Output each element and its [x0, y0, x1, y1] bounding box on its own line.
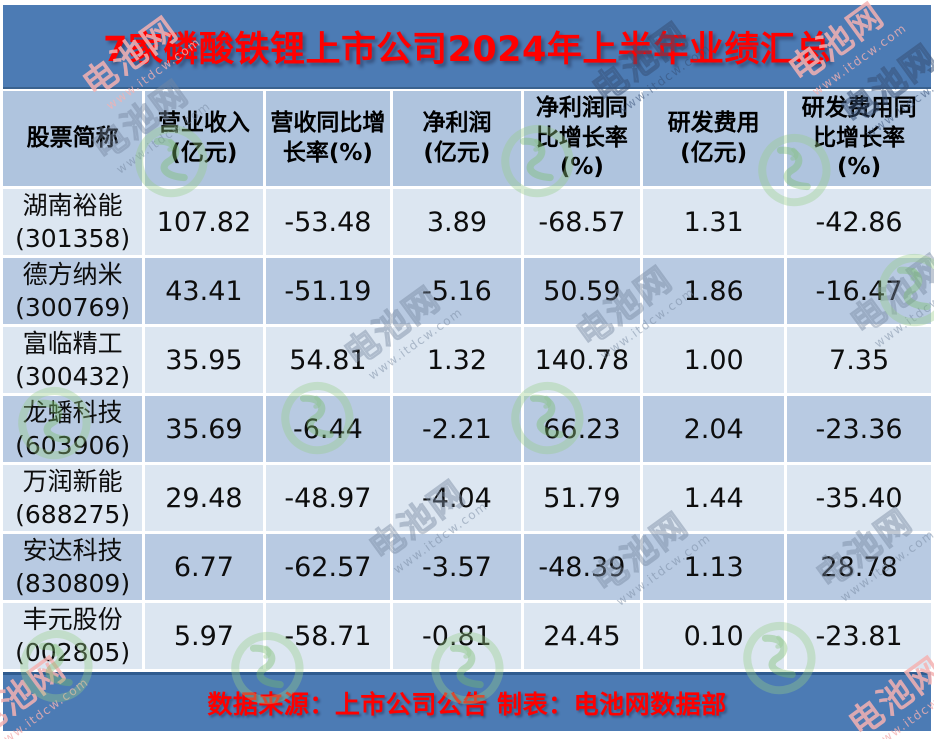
value-cell: -51.19	[265, 258, 391, 324]
value-cell: 107.82	[145, 189, 263, 255]
value-cell: 1.13	[643, 534, 785, 600]
stock-code: (002805)	[15, 638, 131, 667]
value-cell: -23.81	[787, 603, 931, 669]
table-row: 丰元股份 (002805) 5.97 -58.71 -0.81 24.45 0.…	[3, 603, 931, 669]
value-cell: 24.45	[523, 603, 641, 669]
value-cell: 1.00	[643, 327, 785, 393]
value-cell: -48.97	[265, 465, 391, 531]
stock-cell: 丰元股份 (002805)	[3, 603, 143, 669]
value-cell: 51.79	[523, 465, 641, 531]
value-cell: -35.40	[787, 465, 931, 531]
table-row: 龙蟠科技 (603906) 35.69 -6.44 -2.21 66.23 2.…	[3, 396, 931, 462]
col-header-stock: 股票简称	[3, 91, 143, 186]
stock-code: (301358)	[15, 224, 131, 253]
col-header-net-profit: 净利润 (亿元)	[393, 91, 521, 186]
value-cell: 1.32	[393, 327, 521, 393]
value-cell: 5.97	[145, 603, 263, 669]
col-header-rd-expense-yoy: 研发费用同 比增长率 (%)	[787, 91, 931, 186]
col-header-revenue: 营业收入 (亿元)	[145, 91, 263, 186]
value-cell: 140.78	[523, 327, 641, 393]
stock-name: 德方纳米	[22, 260, 123, 289]
table-row: 安达科技 (830809) 6.77 -62.57 -3.57 -48.39 1…	[3, 534, 931, 600]
page-title: 7家磷酸铁锂上市公司2024年上半年业绩汇总	[103, 29, 831, 70]
value-cell: 2.04	[643, 396, 785, 462]
stock-cell: 湖南裕能 (301358)	[3, 189, 143, 255]
value-cell: 6.77	[145, 534, 263, 600]
stock-code: (688275)	[15, 500, 131, 529]
value-cell: 50.59	[523, 258, 641, 324]
value-cell: -3.57	[393, 534, 521, 600]
footer-band: 数据来源：上市公司公告 制表：电池网数据部	[3, 672, 931, 731]
value-cell: 66.23	[523, 396, 641, 462]
stock-cell: 万润新能 (688275)	[3, 465, 143, 531]
value-cell: 54.81	[265, 327, 391, 393]
value-cell: 1.44	[643, 465, 785, 531]
value-cell: -42.86	[787, 189, 931, 255]
value-cell: -53.48	[265, 189, 391, 255]
stock-name: 万润新能	[22, 467, 123, 496]
value-cell: -4.04	[393, 465, 521, 531]
value-cell: -68.57	[523, 189, 641, 255]
col-header-rd-expense: 研发费用 (亿元)	[643, 91, 785, 186]
table-row: 湖南裕能 (301358) 107.82 -53.48 3.89 -68.57 …	[3, 189, 931, 255]
stock-code: (300432)	[15, 362, 131, 391]
title-band: 7家磷酸铁锂上市公司2024年上半年业绩汇总	[3, 5, 931, 89]
stock-code: (830809)	[15, 569, 131, 598]
table-row: 富临精工 (300432) 35.95 54.81 1.32 140.78 1.…	[3, 327, 931, 393]
stock-cell: 富临精工 (300432)	[3, 327, 143, 393]
value-cell: 35.69	[145, 396, 263, 462]
value-cell: 35.95	[145, 327, 263, 393]
stock-name: 湖南裕能	[22, 191, 123, 220]
stock-cell: 龙蟠科技 (603906)	[3, 396, 143, 462]
col-header-net-profit-yoy: 净利润同 比增长率 (%)	[523, 91, 641, 186]
value-cell: 1.31	[643, 189, 785, 255]
value-cell: 29.48	[145, 465, 263, 531]
value-cell: 0.10	[643, 603, 785, 669]
stock-name: 安达科技	[22, 536, 123, 565]
stock-name: 丰元股份	[22, 605, 123, 634]
col-header-revenue-yoy: 营收同比增 长率(%)	[265, 91, 391, 186]
value-cell: -58.71	[265, 603, 391, 669]
value-cell: 3.89	[393, 189, 521, 255]
stock-name: 龙蟠科技	[22, 398, 123, 427]
value-cell: 1.86	[643, 258, 785, 324]
source-note: 数据来源：上市公司公告 制表：电池网数据部	[207, 690, 727, 719]
stock-code: (603906)	[15, 431, 131, 460]
value-cell: -0.81	[393, 603, 521, 669]
value-cell: -23.36	[787, 396, 931, 462]
value-cell: 7.35	[787, 327, 931, 393]
value-cell: -2.21	[393, 396, 521, 462]
table-row: 德方纳米 (300769) 43.41 -51.19 -5.16 50.59 1…	[3, 258, 931, 324]
stock-code: (300769)	[15, 293, 131, 322]
value-cell: 28.78	[787, 534, 931, 600]
value-cell: -5.16	[393, 258, 521, 324]
results-table: 股票简称 营业收入 (亿元) 营收同比增 长率(%) 净利润 (亿元) 净利润同…	[0, 88, 934, 672]
value-cell: -16.47	[787, 258, 931, 324]
table-row: 万润新能 (688275) 29.48 -48.97 -4.04 51.79 1…	[3, 465, 931, 531]
stock-cell: 德方纳米 (300769)	[3, 258, 143, 324]
value-cell: -48.39	[523, 534, 641, 600]
stock-cell: 安达科技 (830809)	[3, 534, 143, 600]
value-cell: -6.44	[265, 396, 391, 462]
stock-name: 富临精工	[22, 329, 123, 358]
value-cell: -62.57	[265, 534, 391, 600]
table-header: 股票简称 营业收入 (亿元) 营收同比增 长率(%) 净利润 (亿元) 净利润同…	[3, 91, 931, 186]
value-cell: 43.41	[145, 258, 263, 324]
